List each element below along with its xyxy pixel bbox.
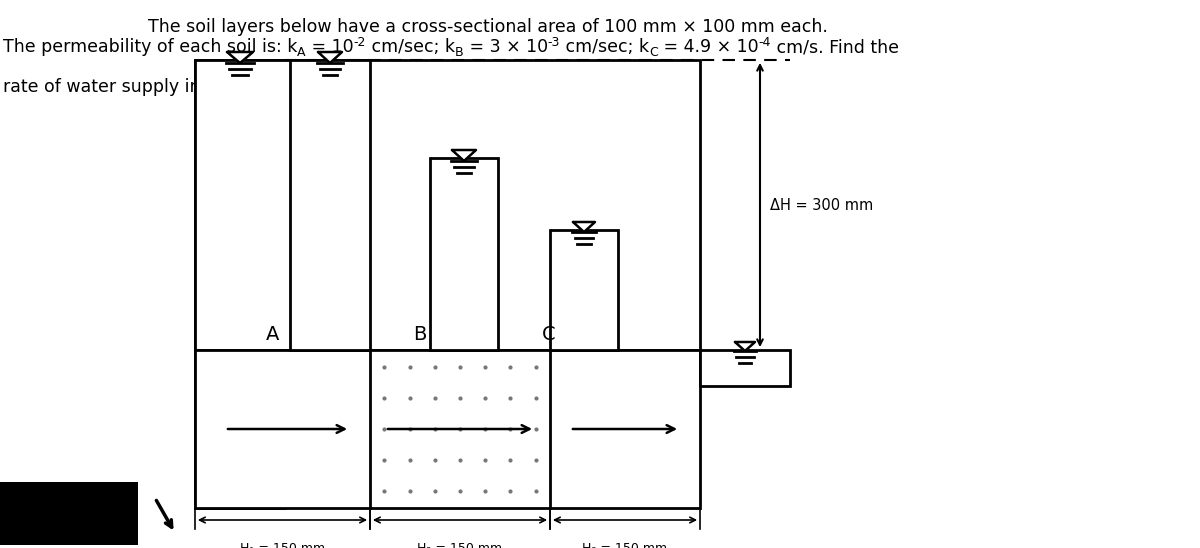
Polygon shape xyxy=(227,52,253,63)
Text: The soil layers below have a cross-sectional area of 100 mm × 100 mm each.: The soil layers below have a cross-secti… xyxy=(148,18,828,36)
Text: The permeability of each soil is: k: The permeability of each soil is: k xyxy=(2,38,298,56)
Text: -3: -3 xyxy=(547,36,560,49)
Bar xyxy=(550,230,618,350)
Text: cm/s. Find the: cm/s. Find the xyxy=(770,38,899,56)
Bar xyxy=(430,158,498,350)
Polygon shape xyxy=(318,52,342,63)
Text: B: B xyxy=(413,326,427,345)
Text: C: C xyxy=(649,46,658,59)
Text: cm/sec; k: cm/sec; k xyxy=(366,38,455,56)
Bar xyxy=(194,350,700,508)
Polygon shape xyxy=(452,150,476,161)
Text: rate of water supply in cm³/hr.: rate of water supply in cm³/hr. xyxy=(2,78,268,96)
Polygon shape xyxy=(574,222,595,232)
Text: -2: -2 xyxy=(354,36,366,49)
Text: H₃ = 150 mm: H₃ = 150 mm xyxy=(582,542,667,548)
Polygon shape xyxy=(734,342,755,351)
Bar xyxy=(0,482,138,545)
Text: ΔH = 300 mm: ΔH = 300 mm xyxy=(770,197,874,213)
Text: = 4.9 × 10: = 4.9 × 10 xyxy=(658,38,758,56)
Text: H₂ = 150 mm: H₂ = 150 mm xyxy=(418,542,503,548)
Text: C: C xyxy=(542,326,556,345)
Text: H₁ = 150 mm: H₁ = 150 mm xyxy=(240,542,325,548)
Text: -4: -4 xyxy=(758,36,770,49)
Bar xyxy=(290,60,370,350)
Text: B: B xyxy=(455,46,463,59)
Text: = 3 × 10: = 3 × 10 xyxy=(463,38,547,56)
Text: A: A xyxy=(298,46,306,59)
Bar xyxy=(700,350,790,386)
Text: A: A xyxy=(266,326,280,345)
Text: = 10: = 10 xyxy=(306,38,354,56)
Text: cm/sec; k: cm/sec; k xyxy=(560,38,649,56)
Bar xyxy=(194,60,286,508)
Bar xyxy=(194,60,700,350)
